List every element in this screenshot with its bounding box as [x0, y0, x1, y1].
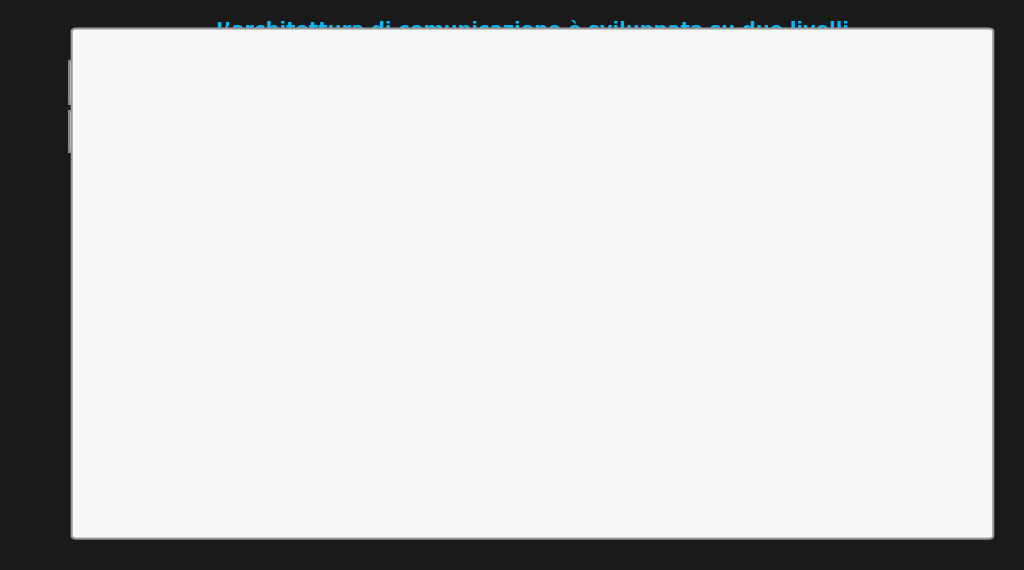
Text: LCP: LCP [643, 119, 678, 137]
Text: RPA: RPA [616, 376, 643, 388]
Text: VSC: VSC [667, 62, 695, 75]
Text: CABINE
DEL
DISTRIBUTORE: CABINE DEL DISTRIBUTORE [271, 449, 374, 492]
FancyBboxPatch shape [811, 430, 981, 510]
FancyBboxPatch shape [292, 364, 384, 400]
FancyBboxPatch shape [725, 364, 780, 400]
Text: LIVELLO 2:: LIVELLO 2: [127, 301, 211, 315]
Text: SPL: SPL [902, 376, 931, 388]
Text: RAT: RAT [555, 376, 582, 388]
FancyBboxPatch shape [872, 364, 961, 400]
Text: LIVELLO 1:: LIVELLO 1: [117, 76, 201, 89]
Text: SPI: SPI [496, 376, 518, 388]
FancyBboxPatch shape [81, 164, 120, 263]
Circle shape [638, 167, 683, 192]
Circle shape [638, 281, 683, 306]
FancyBboxPatch shape [602, 364, 657, 400]
Text: SCADA: SCADA [553, 62, 604, 75]
FancyBboxPatch shape [527, 50, 630, 87]
FancyBboxPatch shape [476, 114, 568, 154]
Text: L’architettura di comunicazione è sviluppata su due livelli: L’architettura di comunicazione è svilup… [216, 20, 849, 40]
Text: RCP: RCP [595, 172, 624, 184]
Text: UTENTI ATTIVI: UTENTI ATTIVI [580, 458, 680, 471]
FancyBboxPatch shape [70, 62, 248, 104]
FancyBboxPatch shape [664, 364, 719, 400]
Text: RCSM: RCSM [900, 256, 943, 268]
FancyBboxPatch shape [233, 430, 412, 510]
Text: CABINA PRIMARIA: CABINA PRIMARIA [129, 124, 270, 138]
FancyBboxPatch shape [609, 105, 712, 151]
Text: DSL: DSL [141, 207, 152, 231]
Text: CABINE DI
SMISTAMENTO: CABINE DI SMISTAMENTO [845, 456, 947, 484]
Text: CIMS: CIMS [319, 376, 356, 388]
Circle shape [894, 281, 939, 306]
Circle shape [315, 281, 360, 306]
FancyBboxPatch shape [479, 364, 535, 400]
Text: RUA: RUA [655, 256, 686, 268]
Text: RCD: RCD [317, 256, 348, 268]
Text: Wi-Fi: Wi-Fi [95, 198, 105, 230]
Text: CDP: CDP [677, 376, 706, 388]
FancyBboxPatch shape [541, 364, 596, 400]
Text: CGU: CGU [738, 376, 767, 388]
FancyBboxPatch shape [758, 114, 850, 154]
FancyBboxPatch shape [510, 436, 750, 493]
Text: DSPR: DSPR [783, 128, 824, 140]
Text: SPL: SPL [508, 128, 537, 140]
FancyBboxPatch shape [80, 288, 258, 328]
FancyBboxPatch shape [637, 50, 725, 87]
FancyBboxPatch shape [70, 111, 330, 152]
FancyBboxPatch shape [127, 164, 166, 275]
